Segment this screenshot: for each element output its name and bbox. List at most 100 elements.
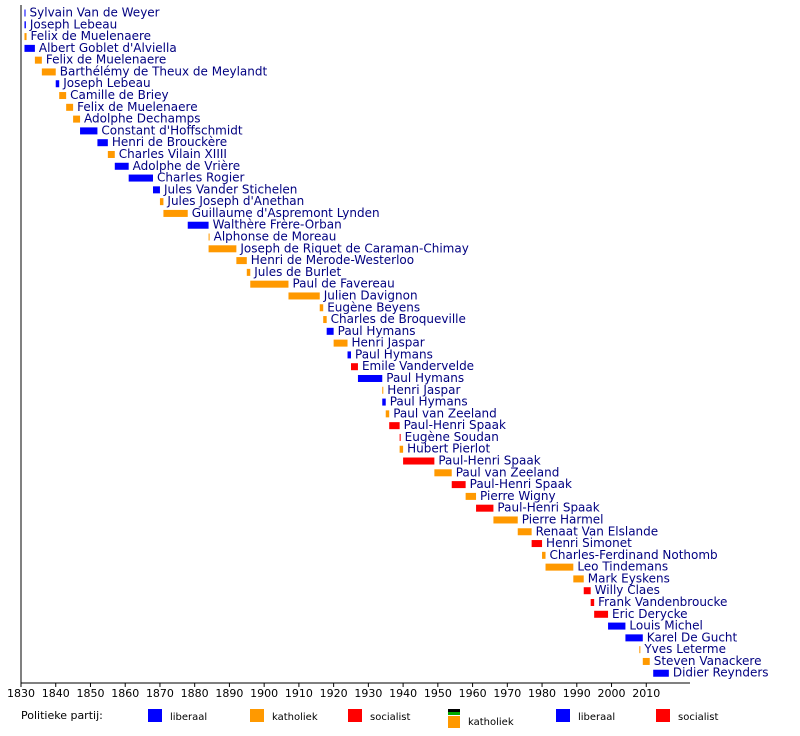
legend-swatch bbox=[448, 709, 460, 712]
legend-swatch bbox=[148, 709, 162, 722]
minister-label: Camille de Briey bbox=[70, 88, 168, 102]
minister-label: Didier Reynders bbox=[673, 666, 769, 680]
x-tick-label: 1930 bbox=[354, 687, 382, 700]
minister-label: Henri Jaspar bbox=[352, 336, 425, 350]
x-tick-label: 2000 bbox=[598, 687, 626, 700]
tenure-bar bbox=[97, 139, 108, 147]
minister-label: Steven Vanackere bbox=[654, 654, 762, 668]
tenure-bar bbox=[399, 433, 401, 441]
tenure-bar bbox=[545, 563, 574, 571]
tenure-bar bbox=[451, 481, 466, 489]
minister-label: Willy Claes bbox=[595, 583, 660, 597]
tenure-bar bbox=[573, 575, 584, 583]
tenure-bar bbox=[24, 33, 27, 41]
minister-label: Leo Tindemans bbox=[577, 560, 668, 574]
x-tick-label: 1900 bbox=[250, 687, 278, 700]
tenure-bar bbox=[24, 44, 35, 52]
minister-label: Charles Rogier bbox=[157, 171, 245, 185]
minister-label: Charles Vilain XIIII bbox=[119, 147, 227, 161]
minister-label: Paul van Zeeland bbox=[393, 406, 497, 420]
x-tick-label: 2010 bbox=[632, 687, 660, 700]
minister-label: Joseph de Riquet de Caraman-Chimay bbox=[239, 241, 468, 255]
tenure-bar bbox=[333, 339, 348, 347]
tenure-bar bbox=[594, 610, 609, 618]
minister-label: Paul-Henri Spaak bbox=[497, 501, 599, 515]
tenure-bar bbox=[208, 245, 237, 253]
legend-label: liberaal bbox=[578, 712, 615, 723]
tenure-bar bbox=[583, 587, 591, 595]
minister-label: Walthère Frère-Orban bbox=[213, 218, 342, 232]
tenure-bar bbox=[590, 599, 595, 606]
tenure-bar bbox=[625, 634, 643, 642]
x-tick-label: 1920 bbox=[320, 687, 348, 700]
minister-label: Joseph Lebeau bbox=[29, 17, 117, 31]
tenure-bar bbox=[357, 374, 383, 382]
tenure-bar bbox=[24, 9, 26, 17]
minister-label: Barthélémy de Theux de Meylandt bbox=[60, 64, 268, 78]
x-tick-label: 1980 bbox=[528, 687, 556, 700]
minister-label: Felix de Muelenaere bbox=[31, 29, 151, 43]
minister-label: Adolphe de Vrière bbox=[133, 159, 240, 173]
minister-label: Karel De Gucht bbox=[647, 630, 738, 644]
minister-label: Pierre Wigny bbox=[480, 489, 556, 503]
x-tick-label: 1870 bbox=[146, 687, 174, 700]
minister-label: Jules Joseph d'Anethan bbox=[166, 194, 304, 208]
minister-label: Frank Vandenbroucke bbox=[598, 595, 727, 609]
tenure-bar bbox=[639, 646, 641, 654]
legend-label: katholiek bbox=[272, 712, 318, 723]
x-tick-label: 1830 bbox=[7, 687, 35, 700]
minister-label: Pierre Harmel bbox=[522, 512, 604, 526]
tenure-bar bbox=[493, 516, 518, 524]
x-tick-label: 1950 bbox=[424, 687, 452, 700]
minister-label: Mark Eyskens bbox=[588, 571, 670, 585]
tenure-bar bbox=[385, 410, 390, 418]
tenure-bar bbox=[347, 351, 351, 359]
minister-label: Alphonse de Moreau bbox=[214, 230, 337, 244]
tenure-bar bbox=[107, 150, 115, 158]
minister-label: Charles-Ferdinand Nothomb bbox=[550, 548, 718, 562]
tenure-bar bbox=[382, 386, 384, 394]
minister-label: Constant d'Hoffschmidt bbox=[101, 123, 242, 137]
minister-label: Paul Hymans bbox=[390, 395, 468, 409]
x-tick-label: 1960 bbox=[459, 687, 487, 700]
tenure-bar bbox=[80, 127, 98, 135]
tenure-bar bbox=[208, 233, 210, 241]
x-tick-label: 1990 bbox=[563, 687, 591, 700]
minister-label: Eugène Beyens bbox=[327, 300, 420, 314]
tenure-bar bbox=[399, 445, 404, 453]
legend-label: katholiek bbox=[468, 717, 514, 728]
legend-swatch bbox=[556, 709, 570, 722]
minister-label: Henri Jaspar bbox=[387, 383, 460, 397]
tenure-bar bbox=[531, 540, 543, 548]
minister-label: Henri de Merode-Westerloo bbox=[251, 253, 414, 267]
tenure-bar bbox=[24, 21, 26, 29]
minister-label: Julien Davignon bbox=[323, 288, 418, 302]
tenure-bar bbox=[517, 528, 532, 536]
legend-swatch bbox=[656, 709, 670, 722]
minister-label: Henri de Brouckère bbox=[112, 135, 227, 149]
minister-label: Joseph Lebeau bbox=[62, 76, 150, 90]
minister-label: Adolphe Dechamps bbox=[84, 112, 200, 126]
minister-label: Paul Hymans bbox=[338, 324, 416, 338]
minister-label: Renaat Van Elslande bbox=[536, 524, 659, 538]
tenure-bar bbox=[323, 316, 327, 324]
tenure-bar bbox=[351, 363, 358, 371]
minister-label: Eric Derycke bbox=[612, 607, 687, 621]
minister-label: Felix de Muelenaere bbox=[46, 53, 166, 67]
tenure-bar bbox=[250, 280, 289, 288]
tenure-bar bbox=[326, 327, 334, 335]
tenure-bar bbox=[642, 657, 650, 665]
tenure-bar bbox=[465, 492, 477, 500]
minister-label: Albert Goblet d'Alviella bbox=[39, 41, 177, 55]
minister-label: Eugène Soudan bbox=[405, 430, 499, 444]
tenure-bar bbox=[382, 398, 386, 406]
tenure-bar bbox=[128, 174, 153, 182]
minister-label: Paul van Zeeland bbox=[456, 465, 560, 479]
minister-label: Jules de Burlet bbox=[253, 265, 341, 279]
tenure-bar bbox=[73, 115, 81, 123]
tenure-bar bbox=[403, 457, 435, 465]
x-tick-label: 1860 bbox=[111, 687, 139, 700]
minister-label: Henri Simonet bbox=[546, 536, 632, 550]
tenure-bar bbox=[389, 422, 400, 430]
minister-label: Paul-Henri Spaak bbox=[438, 454, 540, 468]
